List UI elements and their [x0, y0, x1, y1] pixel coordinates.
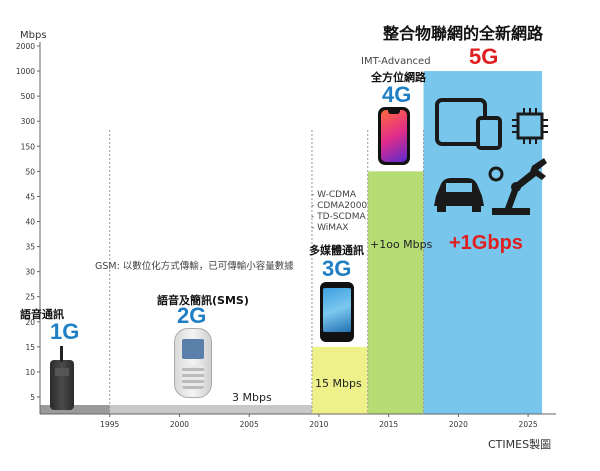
5g-icons — [434, 98, 548, 215]
y-tick-label: 300 — [21, 117, 36, 126]
gen-2g-speed: 3 Mbps — [232, 391, 272, 404]
x-tick-label: 2015 — [379, 420, 398, 429]
y-tick-label: 45 — [25, 192, 35, 201]
gen-2g-label: 2G — [177, 303, 207, 328]
gen-5g-speed: +1Gbps — [449, 232, 523, 254]
x-tick-label: 2020 — [449, 420, 468, 429]
gen-3g-note-4: - WiMAX — [311, 223, 349, 233]
robot-arm-icon — [488, 158, 547, 215]
x-tick-label: 1995 — [100, 420, 119, 429]
y-tick-label: 10 — [25, 368, 35, 377]
gen-5g-label: 5G — [469, 44, 499, 69]
y-tick-label: 40 — [25, 218, 35, 227]
y-tick-label: 2000 — [16, 42, 35, 51]
robot-base — [492, 208, 530, 215]
gen-4g-label: 4G — [382, 82, 412, 107]
gen-1g-name: 語音通訊 — [20, 308, 64, 321]
gen-3g-note-3: - TD-SCDMA — [311, 212, 366, 222]
axes-layer: 2000100050030015050454035302520151051995… — [16, 42, 556, 429]
x-tick-label: 2000 — [170, 420, 189, 429]
car-wheel — [437, 206, 446, 212]
y-tick-label: 25 — [25, 293, 35, 302]
chart-title: 整合物聯網的全新網路 — [383, 24, 544, 43]
gen-3g-speed: 15 Mbps — [315, 377, 362, 390]
y-tick-label: 35 — [25, 243, 35, 252]
bar-4g — [367, 171, 424, 414]
chip-icon — [512, 108, 548, 144]
gen-3g-name: 多媒體通訊 — [309, 244, 364, 257]
gen-3g-note-1: - W-CDMA — [311, 190, 357, 200]
feature-phone-image — [174, 328, 212, 398]
y-axis-label: Mbps — [20, 30, 47, 41]
y-tick-label: 500 — [21, 92, 36, 101]
gen-3g-note-2: - CDMA2000 — [311, 201, 368, 211]
dividers-layer — [109, 130, 425, 414]
bar-3g — [311, 346, 368, 414]
gen-4g-speed: +1oo Mbps — [370, 238, 433, 251]
x-tick-label: 2025 — [519, 420, 538, 429]
tablet-phone-icon — [435, 98, 502, 150]
x-tick-label: 2005 — [240, 420, 259, 429]
y-tick-label: 150 — [21, 142, 36, 151]
y-tick-label: 50 — [25, 167, 35, 176]
car-icon — [434, 178, 484, 212]
y-tick-label: 30 — [25, 268, 35, 277]
phone-shape — [476, 116, 502, 150]
gen-1g-label: 1G — [50, 319, 80, 344]
gen-4g-name: 全方位網路 — [371, 71, 426, 84]
car-window — [446, 183, 472, 192]
robot-gear — [488, 166, 504, 182]
y-tick-label: 1000 — [16, 67, 35, 76]
bar-2g — [109, 405, 312, 414]
car-wheel — [472, 206, 481, 212]
brick-phone-image — [50, 346, 74, 410]
gen-2g-name: 語音及簡訊(SMS) — [157, 294, 249, 307]
robot-joint — [511, 182, 521, 192]
bar-1g — [40, 405, 110, 414]
smartphone-4g-image — [378, 107, 410, 165]
y-tick-label: 15 — [25, 343, 35, 352]
y-tick-label: 5 — [30, 393, 35, 402]
gen-4g-note: IMT-Advanced — [361, 56, 431, 67]
y-tick-label: 20 — [25, 318, 35, 327]
credit-text: CTIMES製圖 — [488, 438, 552, 451]
x-tick-label: 2010 — [309, 420, 328, 429]
robot-gripper — [530, 158, 547, 180]
gen-3g-label: 3G — [322, 256, 352, 281]
smartphone-3g-image — [320, 282, 354, 342]
gen-2g-note: GSM: 以數位化方式傳輸，已可傳輸小容量數據 — [95, 261, 294, 272]
